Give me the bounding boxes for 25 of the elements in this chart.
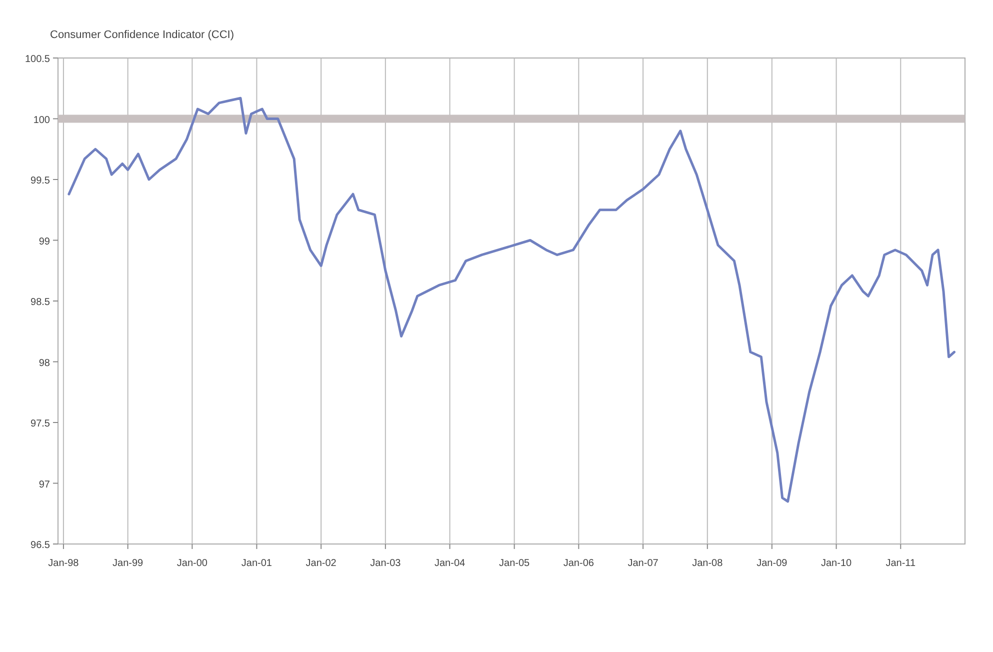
x-tick-label: Jan-98: [48, 558, 80, 569]
x-tick-label: Jan-99: [112, 558, 144, 569]
x-tick-label: Jan-07: [628, 558, 659, 569]
y-tick-label: 98: [38, 358, 50, 369]
x-tick-label: Jan-05: [499, 558, 530, 569]
y-tick-label: 97.5: [30, 418, 50, 430]
chart-title: Consumer Confidence Indicator (CCI): [50, 29, 234, 41]
y-tick-label: 98.5: [30, 297, 50, 308]
x-tick-label: Jan-08: [692, 558, 724, 569]
x-tick-label: Jan-10: [820, 558, 852, 569]
x-tick-label: Jan-01: [241, 558, 272, 569]
y-tick-label: 97: [38, 479, 50, 490]
x-tick-label: Jan-03: [370, 558, 402, 569]
x-tick-label: Jan-09: [756, 558, 788, 569]
x-tick-label: Jan-06: [563, 558, 594, 569]
y-tick-label: 96.5: [30, 540, 50, 551]
line-series: [68, 96, 956, 503]
x-tick-label: Jan-00: [176, 558, 208, 569]
y-tick-label: 100: [33, 114, 50, 126]
y-tick-label: 99: [38, 236, 50, 248]
x-tick-label: Jan-11: [886, 558, 916, 569]
x-tick-label: Jan-04: [434, 558, 466, 569]
x-tick-label: Jan-02: [306, 558, 337, 569]
y-tick-label: 100.5: [24, 54, 50, 65]
y-tick-label: 99.5: [30, 176, 50, 186]
